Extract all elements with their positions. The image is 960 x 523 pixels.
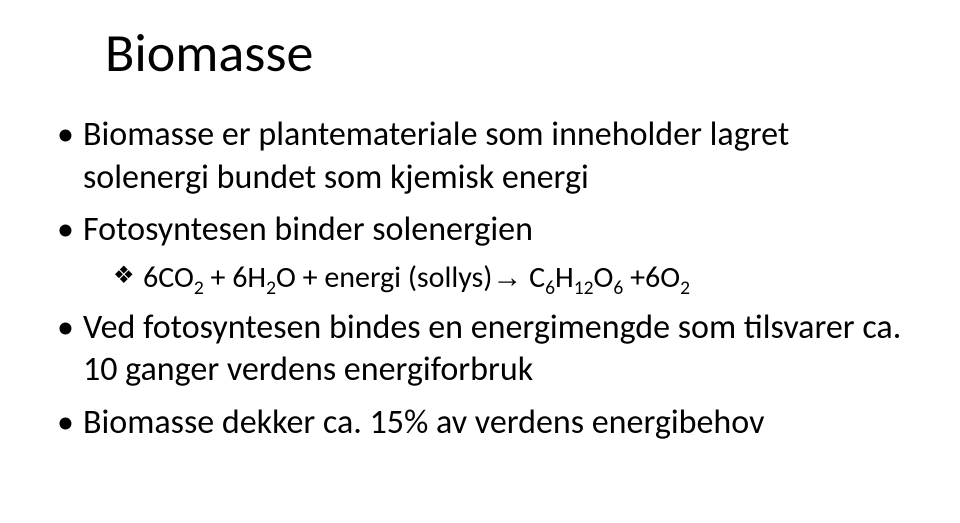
bullet-item: Ved fotosyntesen bindes en energimengde … [55,307,920,392]
formula-sub: 12 [574,276,594,300]
sub-bullet-item: 6CO2 + 6H2O + energi (sollys)→ C6H12O6 +… [113,258,920,297]
bullet-item: Biomasse er plantemateriale som innehold… [55,114,920,199]
bullet-text: Fotosyntesen binder solenergien [83,209,533,250]
formula-part: + 6H [204,259,266,296]
formula-sub: 2 [194,276,204,300]
formula-sub: 2 [680,276,690,300]
formula-part: H [555,259,574,296]
formula-sub: 6 [613,276,623,300]
bullet-text: Biomasse dekker ca. 15% av verdens energ… [83,402,764,443]
bullet-item: Fotosyntesen binder solenergien 6CO2 + 6… [55,209,920,297]
formula-part: O [594,259,614,296]
bullet-item: Biomasse dekker ca. 15% av verdens energ… [55,402,920,445]
sub-bullet-list: 6CO2 + 6H2O + energi (sollys)→ C6H12O6 +… [113,258,920,297]
arrow-icon: → [492,261,522,294]
formula-part: C [522,259,545,296]
formula-sub: 6 [545,276,555,300]
bullet-text: Ved fotosyntesen bindes en energimengde … [83,307,901,391]
formula-part: O + energi (sollys) [276,259,492,296]
formula-part: +6O [623,259,680,296]
bullet-text: Biomasse er plantemateriale som innehold… [83,114,789,198]
formula-part: 6CO [143,259,194,296]
formula-sub: 2 [266,276,276,300]
slide-title: Biomasse [105,20,920,86]
formula: 6CO2 + 6H2O + energi (sollys)→ C6H12O6 +… [143,259,690,296]
slide: Biomasse Biomasse er plantemateriale som… [0,0,960,523]
bullet-list: Biomasse er plantemateriale som innehold… [55,114,920,444]
